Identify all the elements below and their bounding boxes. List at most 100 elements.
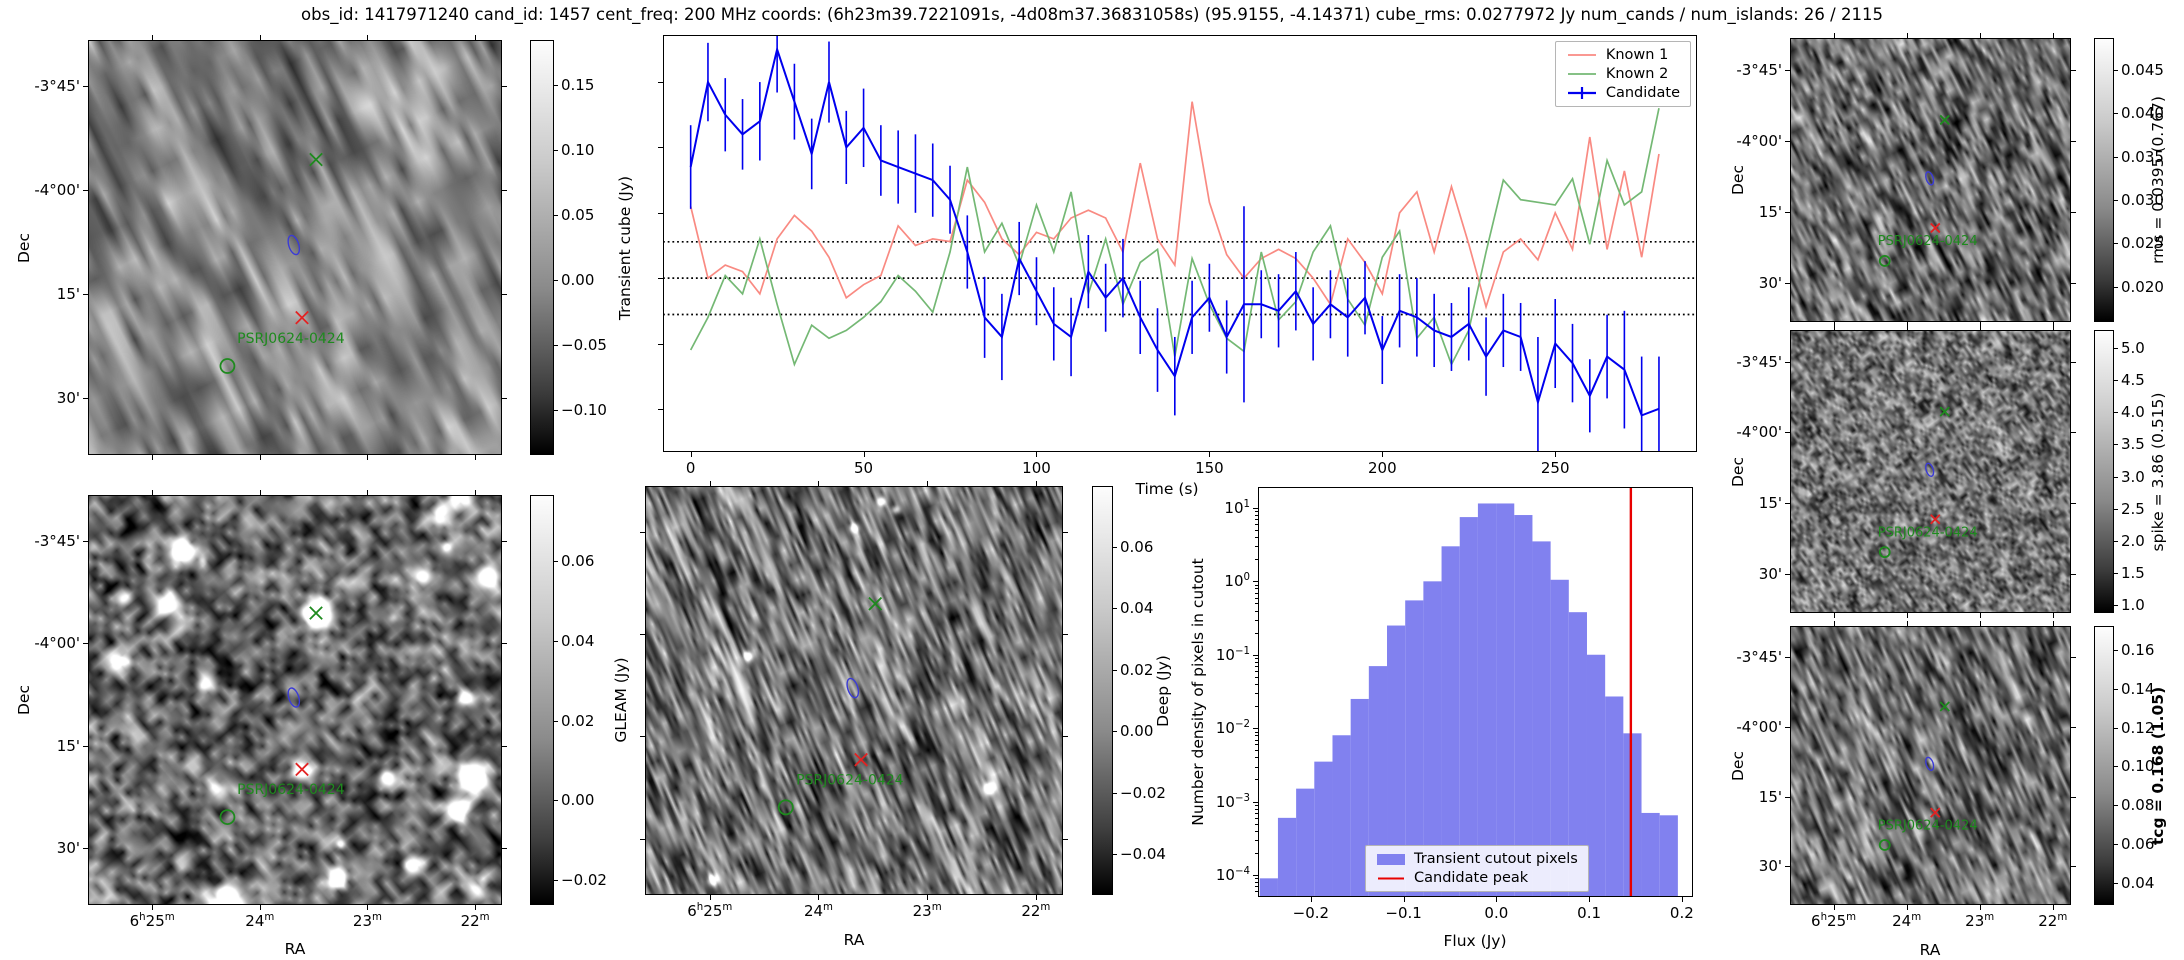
colorbar-tick (2114, 805, 2118, 807)
legend-patch-icon (1377, 853, 1405, 865)
candidate-contour-icon (846, 677, 860, 699)
time-tick (1555, 452, 1557, 457)
dec-tick (83, 540, 88, 542)
time-tick-label: 150 (1195, 459, 1224, 477)
colorbar-tick (2114, 243, 2118, 245)
dec-tick (1785, 211, 1790, 213)
colorbar-tick-label: 4.0 (2121, 403, 2145, 422)
sky-image-canvas-gleam-cutout (89, 496, 501, 904)
colorbar-tick (554, 640, 558, 642)
panel-transient-cutout: PSRJ0624-0424 (88, 40, 502, 455)
dec-tick-label: -4°00' (34, 181, 80, 200)
colorbar-label-transient: Transient cube (Jy) (616, 175, 634, 320)
histogram-plot (1258, 487, 1693, 897)
ra-axis-label: RA (284, 940, 306, 958)
dec-tick (1063, 838, 1068, 840)
density-minor-tick (1255, 661, 1258, 663)
colorbar-tick (2114, 70, 2118, 72)
dec-tick (1785, 503, 1790, 505)
flux-tick (658, 147, 663, 149)
flux-tick (1496, 897, 1498, 902)
dec-tick (502, 848, 507, 850)
dec-tick (1785, 726, 1790, 728)
colorbar-label-rms: rms = 0.0395 (0.767) (2149, 96, 2167, 264)
timeseries-plot (663, 35, 1697, 452)
colorbar-tick-label: 0.06 (1120, 537, 1154, 556)
density-minor-tick (1255, 817, 1258, 819)
colorbar-tick-label: 0.045 (2121, 61, 2164, 80)
dec-tick (1785, 361, 1790, 363)
dec-tick (2071, 503, 2076, 505)
histogram-bar (1641, 812, 1660, 897)
colorbar-tick (554, 279, 558, 281)
ra-tick (259, 455, 261, 460)
ra-tick (259, 905, 261, 910)
ra-tick (927, 895, 929, 900)
density-minor-tick (1255, 559, 1258, 561)
ra-tick (475, 35, 477, 40)
pulsar-label: PSRJ0624-0424 (1878, 234, 1978, 249)
flux-tick (1589, 897, 1591, 902)
ra-tick (1979, 621, 1981, 626)
density-minor-tick (1255, 823, 1258, 825)
colorbar-tick (554, 344, 558, 346)
candidate-x-icon (1930, 222, 1941, 234)
density-axis-label: Number density of pixels in cutout (1189, 558, 1207, 826)
density-minor-tick (1255, 750, 1258, 752)
colorbar-tick (2114, 540, 2118, 542)
dec-tick (1785, 866, 1790, 868)
axes-frame (663, 35, 1697, 452)
dec-tick (83, 643, 88, 645)
histogram-bar (1532, 541, 1551, 897)
flux-tick (1310, 897, 1312, 902)
colorbar-tcg (2094, 626, 2114, 905)
density-minor-tick (1255, 706, 1258, 708)
dec-tick (2071, 69, 2076, 71)
colorbar-tick-label: 0.06 (2121, 835, 2155, 854)
sky-image-canvas-rms-cutout (1791, 39, 2070, 321)
density-minor-tick (1255, 530, 1258, 532)
colorbar-label-deep: Deep (Jy) (1154, 654, 1172, 727)
density-minor-tick (1255, 891, 1258, 893)
ra-tick (367, 490, 369, 495)
density-tick-label: 10−3 (1215, 792, 1250, 811)
colorbar-tick (2114, 380, 2118, 382)
ra-tick (2052, 33, 2054, 38)
time-tick (1036, 452, 1038, 457)
legend-label: Known 2 (1605, 66, 1669, 82)
ra-tick (1833, 33, 1835, 38)
dec-axis-label: Dec (1729, 165, 1747, 195)
colorbar-tick (2114, 727, 2118, 729)
ra-tick (2052, 621, 2054, 626)
time-tick (1209, 452, 1211, 457)
ra-tick (367, 455, 369, 460)
dec-tick (502, 540, 507, 542)
colorbar-tick (2114, 844, 2118, 846)
density-minor-tick (1255, 878, 1258, 880)
dec-tick (1785, 282, 1790, 284)
time-tick (690, 452, 692, 457)
candidate-x-icon (1930, 514, 1941, 525)
colorbar-tick (1113, 792, 1117, 794)
dec-tick-label: 15' (1758, 202, 1782, 221)
candidate-x-icon (854, 752, 868, 767)
ra-tick (709, 895, 711, 900)
ra-tick (1035, 895, 1037, 900)
colorbar-tick-label: 0.04 (561, 631, 595, 650)
flux-tick (1681, 897, 1683, 902)
colorbar-tick-label: −0.05 (561, 335, 607, 354)
ra-tick (259, 35, 261, 40)
colorbar-tick (554, 560, 558, 562)
flux-tick-label: 0.0 (1484, 904, 1509, 922)
density-minor-tick (1255, 610, 1258, 612)
ra-tick-label: 22m (1021, 902, 1051, 920)
pulsar-label: PSRJ0624-0424 (1878, 818, 1978, 833)
ra-tick (152, 905, 154, 910)
ra-tick-label: 23m (352, 912, 382, 930)
dec-tick (2071, 361, 2076, 363)
dec-tick (83, 745, 88, 747)
ra-tick (1906, 322, 1908, 327)
colorbar-tick (2114, 286, 2118, 288)
colorbar-gleam (530, 495, 554, 905)
colorbar-tick-label: 0.04 (2121, 873, 2155, 892)
